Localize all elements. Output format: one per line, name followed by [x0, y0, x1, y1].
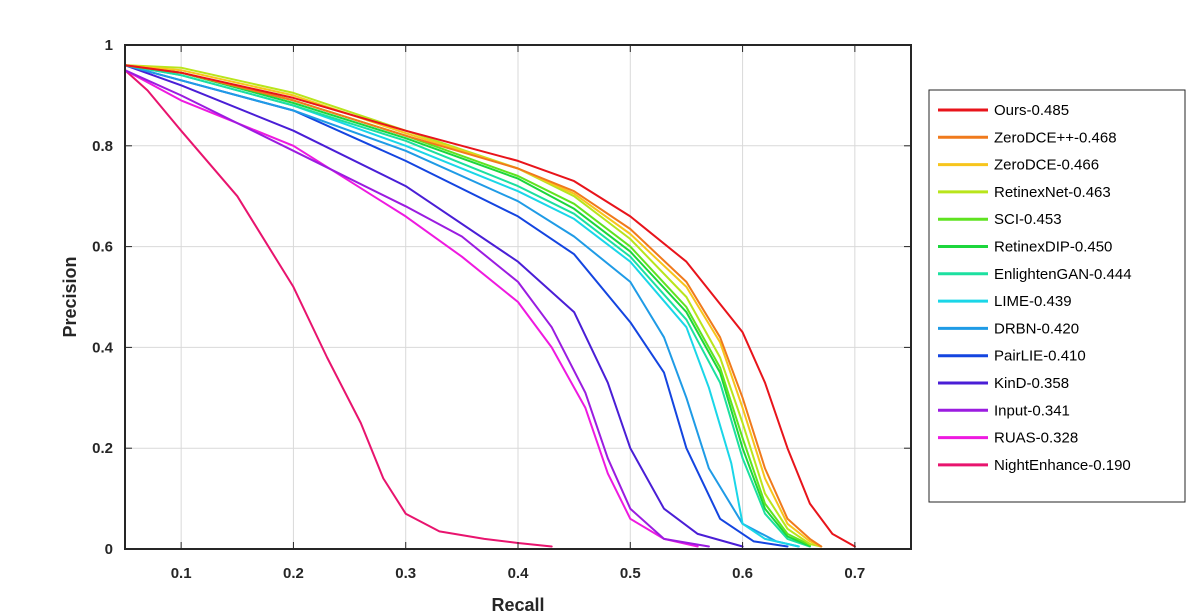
series-line-5 [124, 64, 811, 547]
series-line-12 [124, 69, 699, 548]
series-layer [124, 64, 856, 548]
y-axis-title: Precision [60, 256, 80, 337]
series-line-0 [124, 64, 856, 548]
y-tick-label: 0.4 [92, 339, 114, 356]
legend-entry: EnlightenGAN-0.444 [994, 266, 1132, 283]
legend-entry: PairLIE-0.410 [994, 348, 1086, 365]
x-tick-label: 0.7 [844, 565, 865, 582]
y-tick-label: 0.2 [92, 440, 113, 457]
legend-entry: NightEnhance-0.190 [994, 457, 1131, 474]
series-line-10 [124, 64, 744, 548]
y-tick-label: 0.8 [92, 138, 113, 155]
x-tick-label: 0.6 [732, 565, 753, 582]
legend: Ours-0.485 ZeroDCE++-0.468 ZeroDCE-0.466 Re… [928, 89, 1186, 503]
series-line-6 [124, 64, 811, 548]
x-tick-label: 0.5 [620, 565, 641, 582]
legend-entry: ZeroDCE++-0.468 [994, 129, 1117, 146]
series-line-11 [124, 69, 710, 548]
grid-lines [125, 45, 911, 549]
legend-entry: Ours-0.485 [994, 102, 1069, 119]
legend-entry: RetinexNet-0.463 [994, 184, 1111, 201]
x-tick-label: 0.1 [171, 565, 192, 582]
y-tick-label: 1 [105, 37, 113, 54]
legend-entry: LIME-0.439 [994, 293, 1072, 310]
legend-entry: RUAS-0.328 [994, 430, 1078, 447]
series-line-13 [124, 69, 553, 548]
legend-entry: KinD-0.358 [994, 375, 1069, 392]
legend-entry: RetinexDIP-0.450 [994, 239, 1112, 256]
legend-entry: SCI-0.453 [994, 211, 1062, 228]
x-tick-label: 0.2 [283, 565, 304, 582]
x-tick-label: 0.3 [395, 565, 416, 582]
series-line-2 [124, 64, 823, 548]
x-tick-label: 0.4 [508, 565, 530, 582]
legend-entry: Input-0.341 [994, 402, 1070, 419]
y-tick-label: 0 [105, 541, 113, 558]
x-axis-title: Recall [491, 595, 544, 615]
legend-entry: DRBN-0.420 [994, 320, 1079, 337]
axis-ticks: 0.1 0.2 0.3 0.4 0.5 0.6 0.7 0 0.2 0.4 0.6 0.8 1 [92, 37, 911, 582]
legend-box [928, 89, 1186, 503]
series-line-3 [124, 64, 823, 548]
legend-entry: ZeroDCE-0.466 [994, 157, 1099, 174]
series-line-1 [124, 64, 823, 548]
y-tick-label: 0.6 [92, 239, 113, 256]
